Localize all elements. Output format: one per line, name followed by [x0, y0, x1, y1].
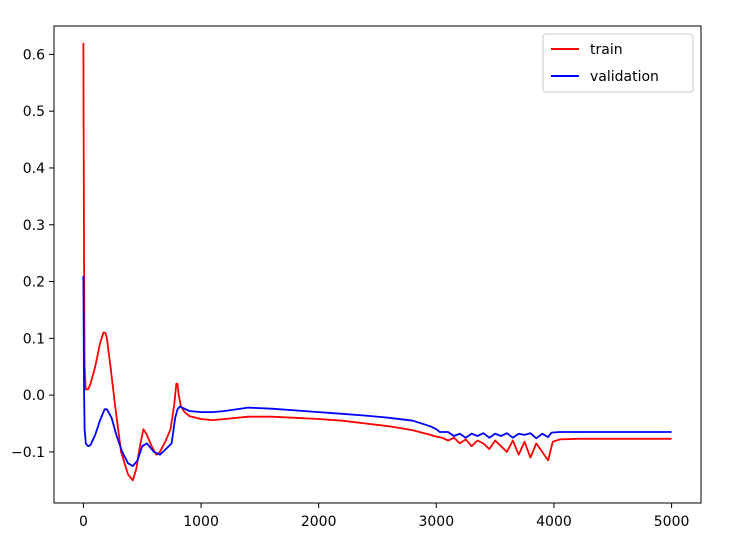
axes-layer: 0 1000 2000 3000 4000 5000 −0.1 0.0 0.1 0.2 0.3 0.4…	[11, 25, 702, 530]
legend-box	[542, 33, 694, 93]
y-tick-label: −0.1	[11, 445, 45, 461]
y-tick-label: 0.0	[23, 388, 45, 404]
y-tick-label: 0.4	[23, 161, 45, 177]
x-tick-label: 0	[79, 514, 88, 530]
series-line-train	[82, 42, 672, 482]
series-layer	[82, 42, 672, 482]
y-tick-label: 0.1	[23, 331, 45, 347]
plot-frame	[53, 25, 702, 504]
legend-label-validation: validation	[590, 69, 659, 85]
y-tick-label: 0.5	[23, 104, 45, 120]
x-tick-label: 1000	[183, 514, 219, 530]
x-tick-label: 5000	[654, 514, 690, 530]
y-tick-label: 0.6	[23, 47, 45, 63]
x-tick-label: 2000	[301, 514, 337, 530]
x-tick-label: 4000	[536, 514, 572, 530]
x-tick-label: 3000	[418, 514, 454, 530]
legend-label-train: train	[590, 42, 623, 58]
y-tick-label: 0.3	[23, 218, 45, 234]
series-line-validation	[82, 275, 672, 468]
legend: train validation	[542, 33, 694, 93]
y-tick-label: 0.2	[23, 275, 45, 291]
